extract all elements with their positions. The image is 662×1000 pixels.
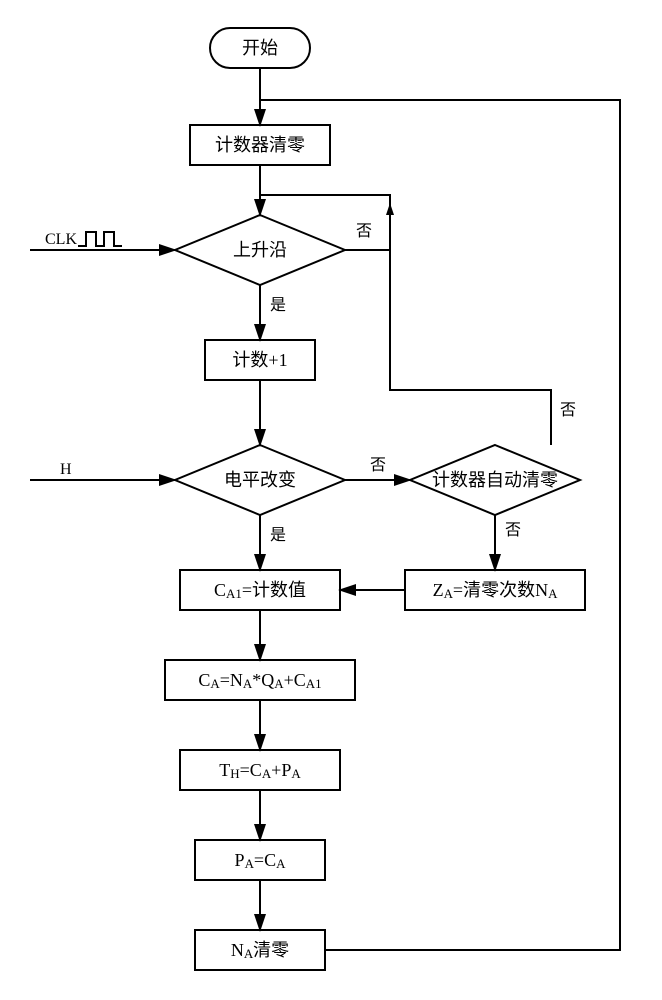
edge-autoclear_no-loop	[390, 225, 551, 445]
h-label: H	[60, 461, 72, 478]
branch-level_yes: 是	[270, 527, 286, 544]
arrow-autoclear-loop	[386, 203, 394, 215]
clear-label: 计数器清零	[215, 135, 305, 155]
branch-auto_no_dn: 否	[505, 522, 521, 539]
clk-pulse	[78, 232, 122, 246]
level-label: 电平改变	[224, 470, 296, 490]
start-label: 开始	[242, 38, 278, 58]
clk-label: CLK	[45, 231, 77, 248]
inc-label: 计数+1	[232, 350, 287, 370]
rising-label: 上升沿	[233, 240, 287, 260]
branch-level_no: 否	[370, 457, 386, 474]
branch-rising_no: 否	[356, 223, 372, 240]
branch-auto_no_up: 否	[560, 402, 576, 419]
naclear-label: NA清零	[231, 940, 289, 961]
autoclear-label: 计数器自动清零	[432, 470, 558, 490]
branch-rising_yes: 是	[270, 297, 286, 314]
edge-naclear-clear	[260, 100, 620, 950]
